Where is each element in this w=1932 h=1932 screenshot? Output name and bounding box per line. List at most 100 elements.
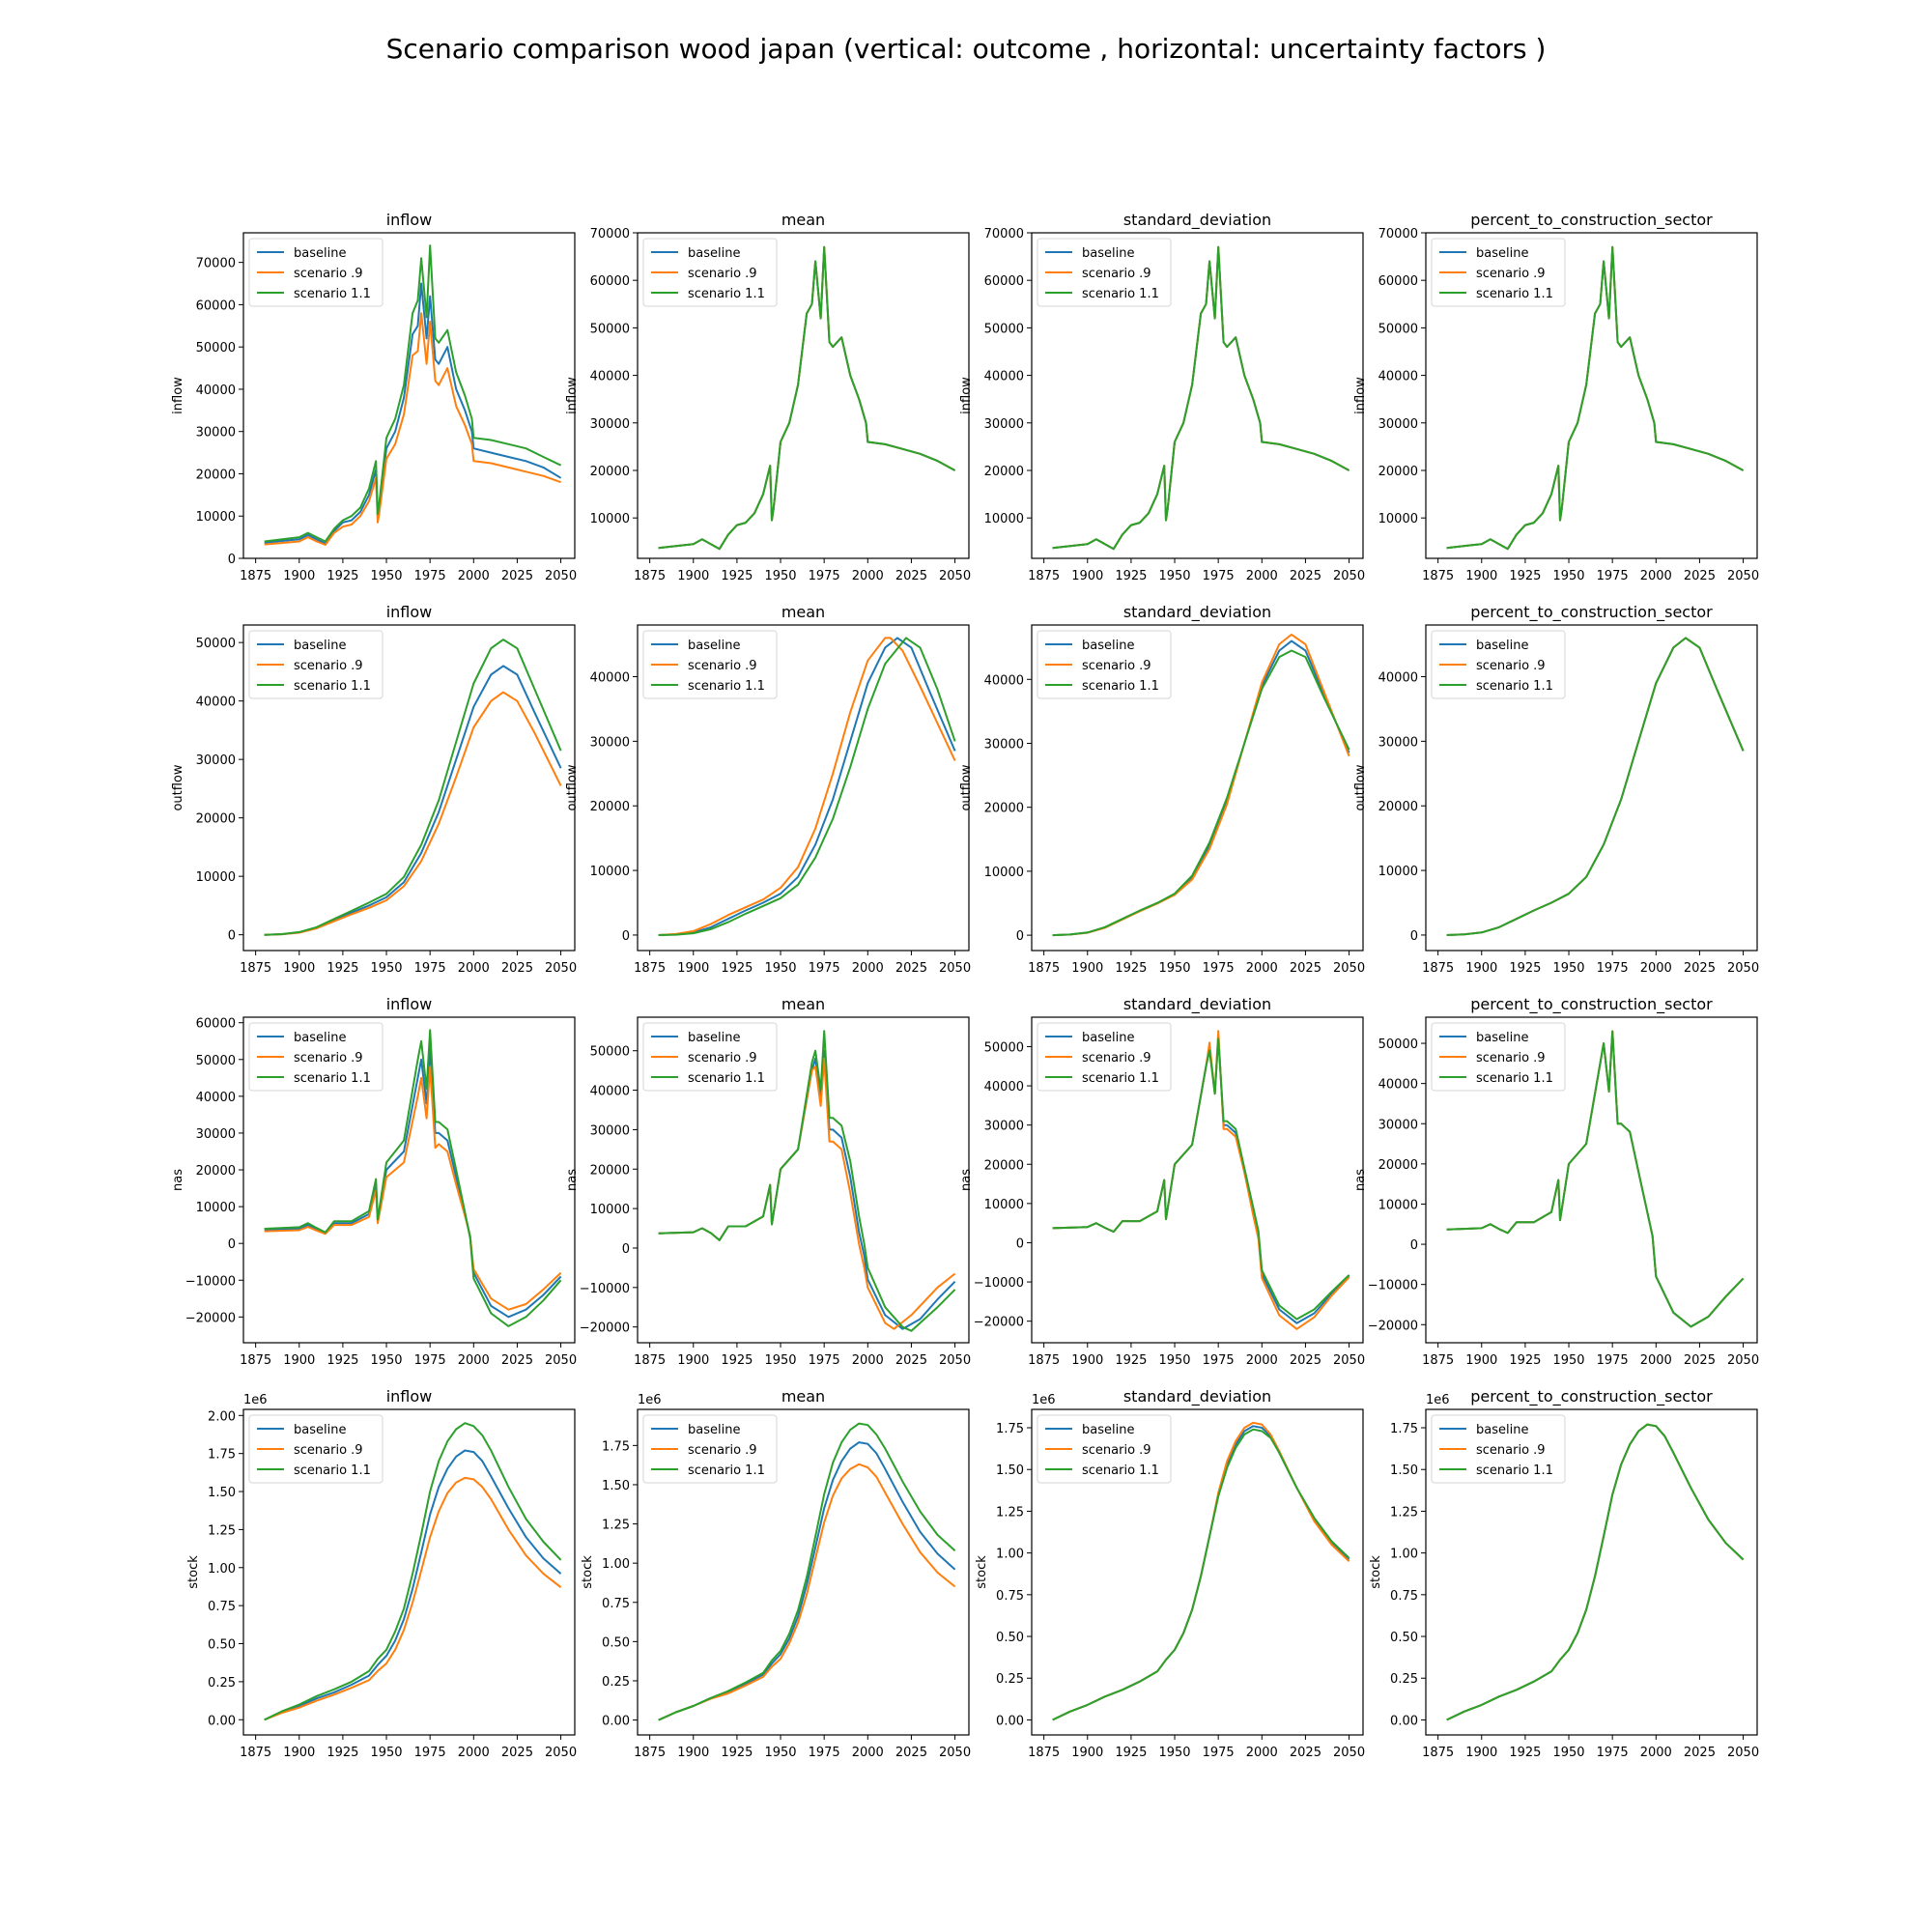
y-tick-label: −10000 (1368, 1279, 1418, 1293)
x-tick-label: 1900 (283, 961, 315, 976)
y-tick-label: 50000 (196, 1054, 236, 1068)
y-tick-label: 10000 (196, 1201, 236, 1215)
x-tick-label: 1900 (283, 569, 315, 583)
legend-label: scenario 1.1 (294, 679, 371, 694)
x-tick-label: 1975 (1203, 1353, 1235, 1368)
x-tick-label: 2025 (895, 1353, 927, 1368)
y-tick-label: 20000 (196, 1164, 236, 1179)
y-tick-label: 20000 (196, 812, 236, 827)
series-line (264, 1422, 562, 1721)
y-tick-label: −20000 (1368, 1319, 1418, 1333)
plot-frame (242, 1408, 576, 1736)
series-line (658, 245, 956, 551)
legend-box (642, 1022, 778, 1092)
y-axis-label: outflow (1353, 764, 1368, 810)
y-axis-multiplier: 1e6 (243, 1393, 268, 1407)
x-tick-label: 1875 (1028, 1746, 1060, 1760)
x-tick-label: 2050 (1333, 1353, 1365, 1368)
x-tick-label: 1950 (370, 1353, 402, 1368)
legend: baseline scenario .9 scenario 1.1 (248, 1022, 384, 1092)
y-tick-label: 30000 (590, 735, 630, 750)
y-axis-label: stock (975, 1555, 989, 1589)
legend-label: scenario 1.1 (688, 287, 765, 301)
x-tick-label: 2025 (1290, 1746, 1321, 1760)
x-tick-label: 1925 (1509, 1746, 1541, 1760)
y-tick-label: 1.75 (208, 1448, 236, 1463)
x-tick-label: 1900 (1071, 961, 1103, 976)
x-tick-label: 2050 (939, 1746, 971, 1760)
subplot: 1875 1900 1925 1950 1975 2000 2025 2050 0.00 0.25… (975, 1387, 1365, 1760)
legend-label: scenario .9 (1082, 1443, 1151, 1458)
x-tick-label: 1950 (1158, 1353, 1190, 1368)
y-tick-label: 40000 (984, 1080, 1024, 1094)
y-tick-label: 20000 (590, 465, 630, 479)
subplot-title: inflow (386, 603, 433, 621)
y-tick-label: 40000 (196, 384, 236, 398)
x-tick-label: 1950 (1552, 1353, 1584, 1368)
y-tick-label: 20000 (984, 1158, 1024, 1173)
y-tick-label: 60000 (1378, 274, 1418, 289)
legend-label: scenario .9 (688, 659, 757, 673)
x-tick-label: 1950 (764, 961, 796, 976)
legend-label: scenario .9 (294, 267, 363, 281)
legend-label: scenario 1.1 (688, 1071, 765, 1086)
subplot-title: percent_to_construction_sector (1470, 211, 1713, 230)
y-tick-label: 70000 (196, 257, 236, 271)
x-tick-label: 1975 (1203, 1746, 1235, 1760)
y-axis-label: stock (581, 1555, 595, 1589)
subplot-title: mean (781, 1387, 825, 1406)
plot-frame (1031, 1408, 1364, 1736)
x-tick-label: 2050 (545, 1353, 577, 1368)
legend-label: scenario .9 (294, 1051, 363, 1065)
y-tick-label: 50000 (1378, 322, 1418, 336)
x-tick-label: 2025 (1290, 569, 1321, 583)
y-tick-label: 50000 (984, 1040, 1024, 1055)
subplot-title: percent_to_construction_sector (1470, 603, 1713, 622)
y-axis-label: inflow (1353, 377, 1368, 414)
legend-label: scenario .9 (1082, 659, 1151, 673)
y-tick-label: 70000 (590, 227, 630, 242)
legend-label: scenario .9 (688, 1443, 757, 1458)
plot-frame (637, 624, 970, 952)
x-tick-label: 1925 (721, 1746, 753, 1760)
y-tick-label: 20000 (590, 800, 630, 814)
y-tick-label: 0 (1016, 929, 1024, 944)
series-line (658, 637, 956, 936)
y-tick-label: 10000 (196, 510, 236, 525)
subplot: 1875 1900 1925 1950 1975 2000 2025 2050 0 10000 20… (565, 603, 971, 976)
x-tick-label: 1975 (1597, 1353, 1629, 1368)
legend-box (248, 1022, 384, 1092)
y-tick-label: 0.00 (208, 1714, 236, 1728)
series-line (1446, 1030, 1745, 1328)
legend-label: scenario 1.1 (1476, 287, 1553, 301)
y-axis-label: nas (171, 1169, 185, 1191)
series-line (658, 1441, 956, 1721)
x-tick-label: 2050 (545, 569, 577, 583)
y-tick-label: 1.75 (996, 1422, 1024, 1436)
x-tick-label: 2025 (895, 961, 927, 976)
subplot: 1875 1900 1925 1950 1975 2000 2025 2050 −20000 −1… (171, 995, 577, 1368)
subplot: 1875 1900 1925 1950 1975 2000 2025 2050 10000 200… (959, 211, 1365, 583)
y-tick-label: 30000 (590, 1123, 630, 1138)
x-tick-label: 2000 (1246, 1353, 1278, 1368)
legend: baseline scenario .9 scenario 1.1 (1037, 630, 1172, 699)
x-tick-label: 2000 (852, 569, 884, 583)
subplot: 1875 1900 1925 1950 1975 2000 2025 2050 −20000 −1… (565, 995, 971, 1368)
y-tick-label: 0 (622, 929, 630, 944)
legend-box (1431, 238, 1566, 307)
subplot-title: mean (781, 211, 825, 229)
y-axis-multiplier: 1e6 (1426, 1393, 1450, 1407)
y-tick-label: 20000 (984, 802, 1024, 816)
x-tick-label: 1925 (1509, 569, 1541, 583)
y-tick-label: 1.50 (996, 1463, 1024, 1478)
plot-frame (1031, 1016, 1364, 1344)
legend-box (1037, 1414, 1172, 1484)
y-tick-label: −20000 (580, 1321, 630, 1336)
x-tick-label: 1975 (1597, 961, 1629, 976)
x-tick-label: 2050 (1727, 1746, 1759, 1760)
x-tick-label: 1950 (764, 1746, 796, 1760)
legend-label: baseline (1082, 639, 1134, 653)
subplot: 1875 1900 1925 1950 1975 2000 2025 2050 10000 200… (565, 211, 971, 583)
x-tick-label: 2025 (1684, 1746, 1716, 1760)
legend: baseline scenario .9 scenario 1.1 (1431, 630, 1566, 699)
